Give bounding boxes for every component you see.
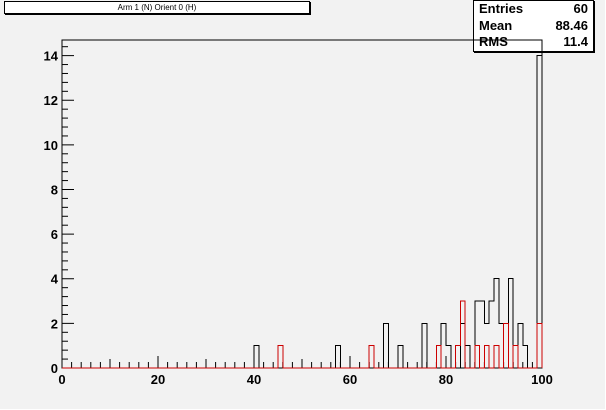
stats-label: RMS (479, 34, 508, 49)
x-tick-label: 60 (343, 372, 357, 387)
y-tick-label: 4 (51, 272, 59, 287)
stats-box: Entries 60 Mean 88.46 RMS 11.4 (473, 0, 594, 52)
x-tick-label: 20 (151, 372, 165, 387)
stats-label: Entries (479, 1, 524, 16)
y-tick-label: 8 (51, 182, 58, 197)
histogram-series-0 (62, 55, 543, 369)
y-tick-label: 14 (44, 49, 59, 64)
y-tick-label: 12 (44, 93, 58, 108)
y-tick-label: 10 (44, 138, 58, 153)
stats-row-rms: RMS 11.4 (474, 34, 593, 51)
histogram-title: Arm 1 (N) Orient 0 (H) (4, 1, 310, 14)
stats-row-mean: Mean 88.46 (474, 18, 593, 35)
x-tick-label: 80 (439, 372, 453, 387)
x-tick-label: 0 (58, 372, 65, 387)
y-tick-label: 2 (51, 316, 58, 331)
plot-frame (61, 39, 543, 369)
stats-value: 60 (573, 1, 588, 16)
stats-value: 11.4 (563, 34, 588, 49)
y-tick-label: 0 (51, 361, 58, 376)
histogram-series-1 (62, 300, 543, 369)
x-tick-label: 40 (247, 372, 261, 387)
y-tick-label: 6 (51, 227, 58, 242)
stats-label: Mean (479, 17, 513, 33)
x-tick-label: 100 (531, 372, 553, 387)
stats-row-entries: Entries 60 (474, 1, 593, 18)
stats-value: 88.46 (555, 17, 588, 33)
